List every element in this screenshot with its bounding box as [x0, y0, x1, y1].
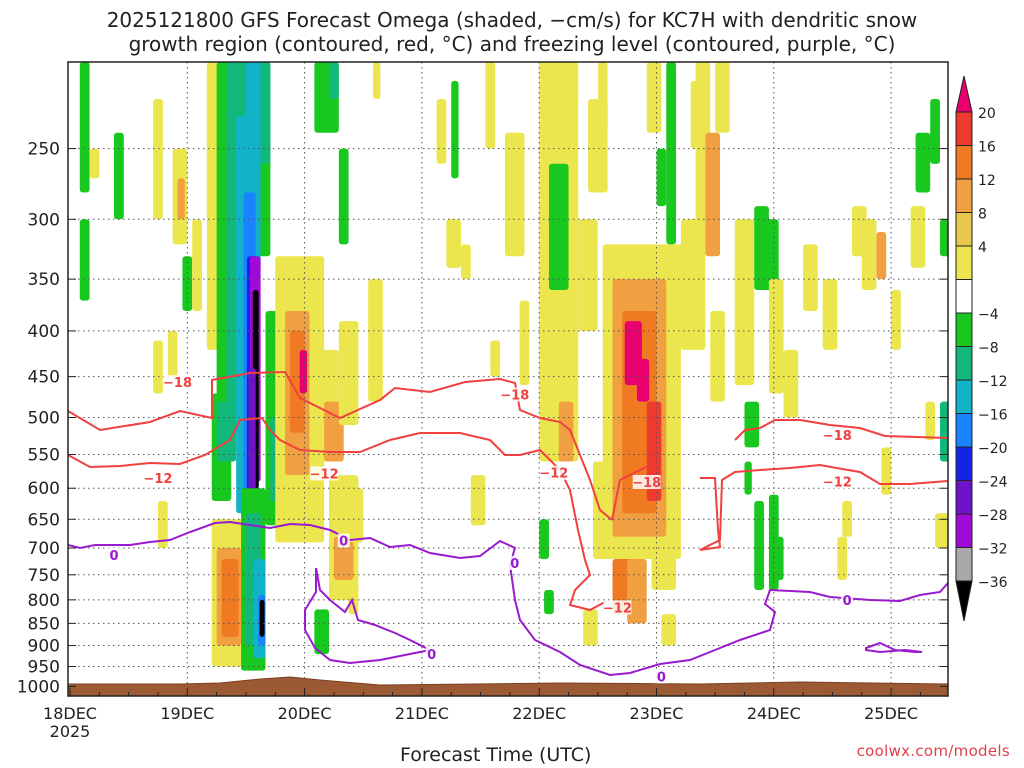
plot-frame	[67, 61, 949, 697]
colorbar: 20 16 12 8 4 −4 −8 −12 −16 −20 −24 −28 −32 −36	[955, 75, 1008, 622]
y-tick-label: 500	[28, 408, 60, 428]
contour-minus18-mid	[611, 464, 651, 521]
colorbar-label: −36	[978, 575, 1008, 591]
x-tick-label: 19DEC	[160, 704, 214, 723]
y-tick-label: 800	[28, 591, 60, 611]
colorbar-label: −16	[978, 408, 1008, 424]
chart-title-line1: 2025121800 GFS Forecast Omega (shaded, −…	[106, 8, 918, 32]
contour-label: −18	[500, 389, 529, 404]
colorbar-label: −24	[978, 475, 1008, 491]
x-tick-label: 22DEC	[512, 704, 566, 723]
colorbar-swatch	[955, 547, 973, 582]
contour-freezing-small	[865, 641, 923, 654]
x-tick-label: 21DEC	[395, 704, 449, 723]
y-tick-label: 300	[28, 210, 60, 230]
colorbar-swatch	[955, 513, 973, 548]
colorbar-label: −32	[978, 542, 1008, 558]
contour-label: 0	[657, 670, 666, 685]
credit-link[interactable]: coolwx.com/models	[856, 742, 1010, 760]
colorbar-label: −12	[978, 374, 1008, 390]
chart-title-line2: growth region (contoured, red, °C) and f…	[128, 32, 896, 56]
colorbar-label: 16	[978, 140, 996, 156]
y-tick-label: 350	[28, 270, 60, 290]
contour-label: 0	[339, 535, 348, 550]
y-tick-label: 250	[28, 140, 60, 160]
contour-label: 0	[510, 557, 519, 572]
y-tick-label: 400	[28, 322, 60, 342]
contour-label: 0	[843, 594, 852, 609]
y-tick-label: 650	[28, 510, 60, 530]
colorbar-label: −20	[978, 441, 1008, 457]
contour-label: 0	[427, 648, 436, 663]
contour-minus12-right	[699, 463, 948, 551]
colorbar-label: 8	[978, 207, 987, 223]
colorbar-swatch	[955, 413, 973, 448]
colorbar-swatch	[955, 312, 973, 347]
x-tick-year-label: 2025	[50, 722, 91, 741]
contour-minus12-left	[68, 416, 606, 612]
colorbar-swatch	[955, 346, 973, 381]
colorbar-label: −4	[978, 307, 999, 323]
colorbar-top-arrow	[955, 75, 973, 113]
omega-shading	[79, 62, 948, 671]
contour-minus18-right	[734, 419, 948, 441]
y-tick-label: 550	[28, 445, 60, 465]
colorbar-swatch	[955, 178, 973, 213]
contour-label: −12	[603, 601, 632, 616]
colorbar-label: 12	[978, 173, 996, 189]
y-tick-label: 850	[28, 614, 60, 634]
y-tick-label: 900	[28, 637, 60, 657]
contour-label: −18	[632, 476, 661, 491]
colorbar-swatch	[955, 279, 973, 314]
colorbar-label: −28	[978, 508, 1008, 524]
contour-label: −12	[143, 472, 172, 487]
colorbar-label: 4	[978, 240, 987, 256]
colorbar-swatch	[955, 111, 973, 146]
colorbar-swatch	[955, 379, 973, 414]
x-tick-label: 18DEC	[43, 704, 97, 723]
x-tick-label: 25DEC	[864, 704, 918, 723]
x-tick-label: 23DEC	[630, 704, 684, 723]
contour-label: 0	[109, 549, 118, 564]
contour-label: −12	[823, 475, 852, 490]
y-tick-label: 750	[28, 566, 60, 586]
contour-label: −12	[310, 467, 339, 482]
y-tick-label: 450	[28, 368, 60, 388]
contour-freezing-level	[68, 520, 948, 677]
x-tick-label: 20DEC	[278, 704, 332, 723]
colorbar-swatch	[955, 446, 973, 481]
colorbar-swatch	[955, 212, 973, 247]
colorbar-swatch	[955, 480, 973, 515]
y-tick-label: 1000	[17, 677, 60, 697]
colorbar-label: 20	[978, 106, 996, 122]
x-tick-label: 24DEC	[747, 704, 801, 723]
contour-minus18-left	[68, 370, 613, 521]
colorbar-bottom-arrow	[955, 580, 973, 622]
colorbar-label: −8	[978, 341, 999, 357]
contour-label: −18	[163, 376, 192, 391]
terrain-surface	[68, 676, 948, 696]
contour-label: −18	[823, 429, 852, 444]
colorbar-swatch	[955, 145, 973, 180]
y-tick-label: 700	[28, 539, 60, 559]
colorbar-swatch	[955, 245, 973, 280]
y-tick-label: 600	[28, 479, 60, 499]
contour-label: −12	[539, 467, 568, 482]
x-axis-label: Forecast Time (UTC)	[400, 744, 592, 766]
y-tick-label: 950	[28, 658, 60, 678]
